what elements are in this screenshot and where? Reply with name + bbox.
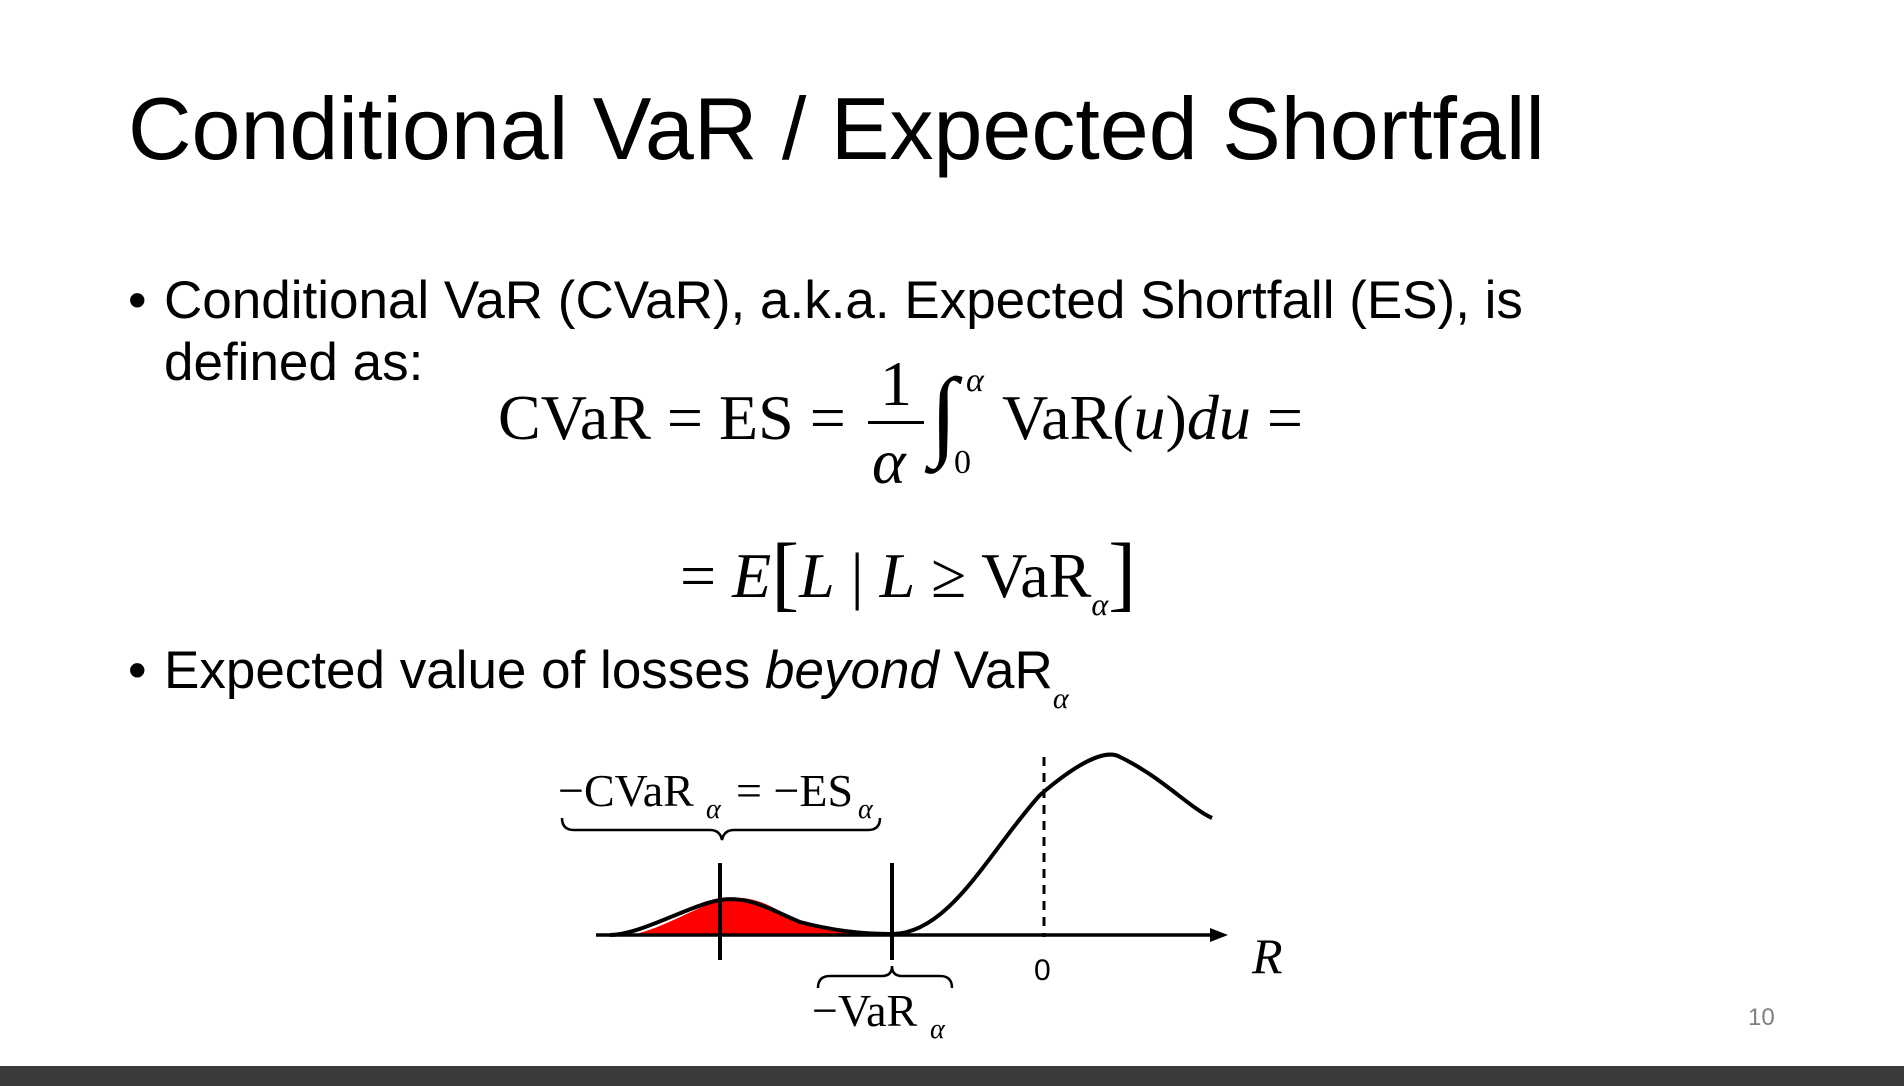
integral-upper-limit: α: [966, 362, 984, 399]
line2-L1: L: [799, 540, 835, 611]
integrand-var: VaR(: [1002, 382, 1134, 453]
bullet-suffix: VaR: [938, 641, 1053, 700]
bullet-subscript: α: [1052, 682, 1069, 715]
cvar-subscript: α: [706, 794, 722, 825]
bottom-bar: [0, 1066, 1904, 1086]
formula-line2: = E[L | L ≥ VaRα]: [680, 528, 1136, 621]
cvar-brace: [560, 817, 882, 841]
line2-var: VaR: [981, 540, 1092, 611]
bullet-text-line2: defined as:: [164, 333, 424, 392]
integrand-du: du: [1186, 382, 1251, 453]
integrand-u: u: [1133, 382, 1166, 453]
line2-geq: ≥: [931, 540, 967, 611]
bullet-prefix: Expected value of losses: [164, 641, 766, 700]
integral-lower-limit: 0: [954, 444, 971, 481]
line2-L2: L: [879, 540, 916, 611]
line2-close-bracket: ]: [1108, 527, 1137, 620]
fraction-bar: [868, 421, 924, 424]
line2-bar: |: [850, 540, 864, 611]
bullet-marker: •: [128, 271, 147, 330]
es-label: = −ES: [736, 765, 853, 816]
integrand-close: ): [1165, 382, 1187, 453]
fraction-denominator: α: [872, 426, 906, 497]
bullet-marker: •: [128, 641, 147, 700]
line2-expectation: E: [732, 540, 772, 611]
slide-title: Conditional VaR / Expected Shortfall: [128, 79, 1545, 178]
formula-lhs: CVaR = ES =: [498, 382, 846, 453]
es-subscript: α: [858, 794, 874, 825]
var-label: −VaR: [812, 985, 917, 1036]
x-axis-arrow: [1210, 928, 1228, 942]
fraction-numerator: 1: [880, 348, 912, 419]
bullet-emphasis: beyond: [765, 641, 939, 700]
var-brace: [816, 965, 954, 989]
formula-trailing-eq: =: [1266, 382, 1303, 453]
bullet-text-line1: Conditional VaR (CVaR), a.k.a. Expected …: [164, 271, 1523, 330]
line2-eq: =: [680, 540, 717, 611]
line2-var-subscript: α: [1091, 586, 1109, 622]
zero-label: 0: [1034, 954, 1051, 987]
integral-sign: ∫: [930, 358, 958, 469]
bullet-text: Expected value of losses beyond VaRα: [164, 640, 1069, 715]
axis-label-r: R: [1251, 928, 1283, 984]
tail-area: [630, 897, 892, 935]
cvar-label: −CVaR: [558, 765, 694, 816]
page-number: 10: [1748, 1004, 1775, 1031]
formula-integrand: VaR(u)du =: [1002, 386, 1303, 450]
line2-open-bracket: [: [771, 527, 800, 620]
var-subscript: α: [930, 1014, 946, 1045]
formula-line1: CVaR = ES =: [498, 386, 846, 450]
